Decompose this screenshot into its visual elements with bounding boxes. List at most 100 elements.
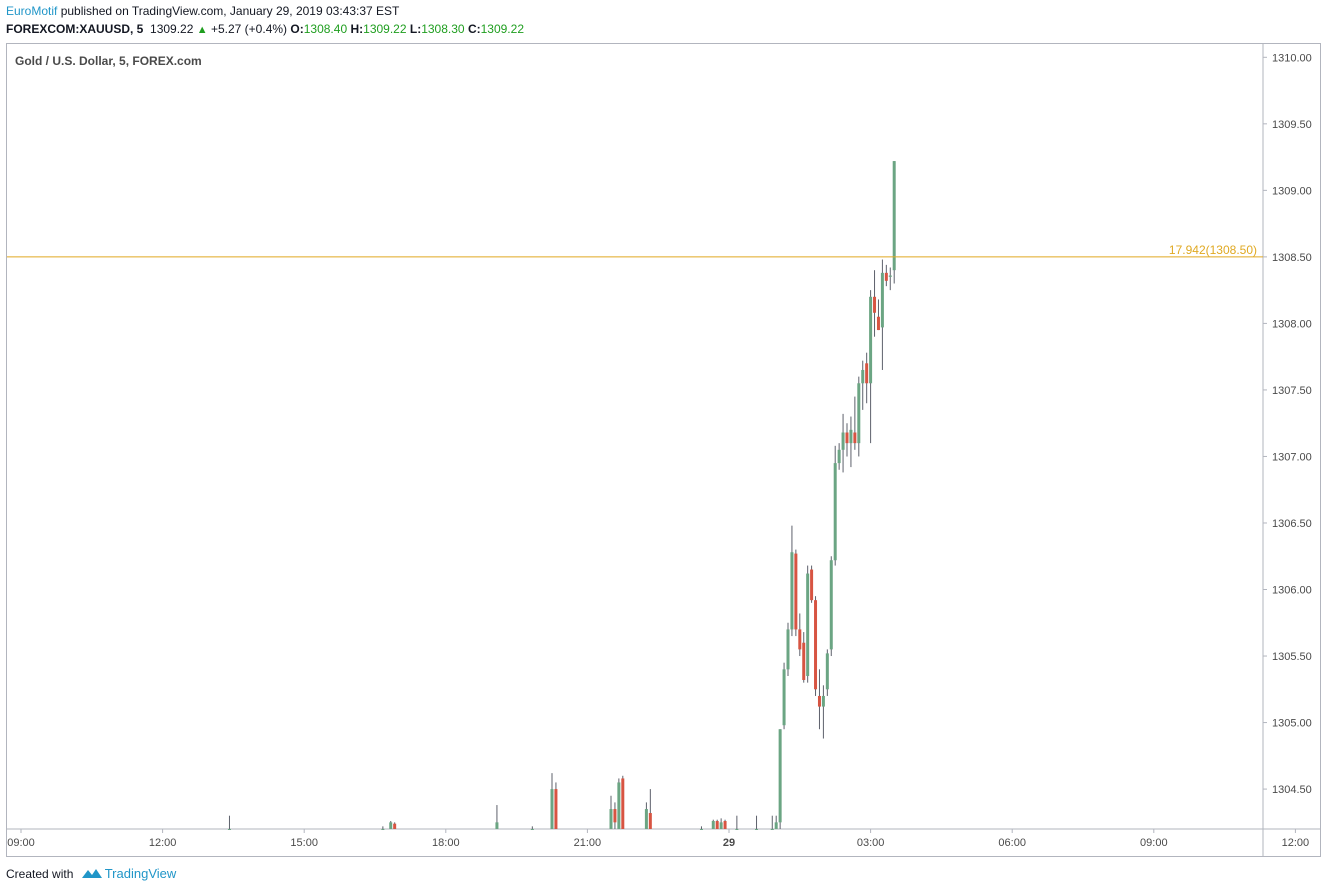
candle-body-up xyxy=(778,729,782,823)
candle[interactable] xyxy=(810,565,814,603)
candle-body-up xyxy=(837,449,841,464)
candle[interactable] xyxy=(853,396,857,450)
close-value: 1309.22 xyxy=(480,22,524,36)
candle[interactable] xyxy=(861,360,865,410)
candle-body-up xyxy=(550,789,554,829)
publish-info: EuroMotif published on TradingView.com, … xyxy=(6,4,399,18)
candle[interactable] xyxy=(884,264,888,287)
candle-body-down xyxy=(865,363,869,384)
candle-body-up xyxy=(609,809,613,829)
x-tick-label: 12:00 xyxy=(149,837,177,849)
candle[interactable] xyxy=(770,815,774,830)
candle[interactable] xyxy=(817,669,821,730)
author-link[interactable]: EuroMotif xyxy=(6,4,58,18)
y-tick-label: 1307.00 xyxy=(1272,451,1312,463)
candle[interactable] xyxy=(869,290,873,444)
y-tick-label: 1309.50 xyxy=(1272,119,1312,131)
candle-body-up xyxy=(495,822,499,829)
y-tick-label: 1304.50 xyxy=(1272,784,1312,796)
candle-body-up xyxy=(880,272,884,328)
candle-body-up xyxy=(782,669,786,726)
candle[interactable] xyxy=(821,685,825,739)
candle[interactable] xyxy=(617,778,621,829)
y-tick-label: 1308.00 xyxy=(1272,318,1312,330)
candle-body-down xyxy=(621,778,625,829)
candle-body-down xyxy=(798,629,802,650)
candle[interactable] xyxy=(798,613,802,657)
candle[interactable] xyxy=(888,267,892,291)
candle[interactable] xyxy=(381,826,385,830)
candle[interactable] xyxy=(873,270,877,337)
candle[interactable] xyxy=(802,632,806,683)
candle[interactable] xyxy=(613,802,617,829)
x-tick-label: 09:00 xyxy=(1140,837,1168,849)
candle[interactable] xyxy=(530,826,534,830)
candle[interactable] xyxy=(837,443,841,470)
candle-body-up xyxy=(821,695,825,707)
candle[interactable] xyxy=(814,596,818,696)
candle[interactable] xyxy=(609,795,613,829)
candle-body-up xyxy=(644,809,648,829)
candle-body-down xyxy=(814,600,818,690)
candle[interactable] xyxy=(790,525,794,637)
ohlc-legend: FOREXCOM:XAUUSD, 5 1309.22 ▲ +5.27 (+0.4… xyxy=(6,22,524,36)
candle[interactable] xyxy=(554,782,558,829)
candle[interactable] xyxy=(723,819,727,829)
candle[interactable] xyxy=(806,565,810,683)
candle-body-up xyxy=(770,829,774,830)
candle[interactable] xyxy=(778,729,782,829)
candle[interactable] xyxy=(227,815,231,830)
candle[interactable] xyxy=(876,299,880,331)
candle[interactable] xyxy=(841,413,845,473)
candle-body-down xyxy=(648,813,652,829)
candle[interactable] xyxy=(735,815,739,830)
candle[interactable] xyxy=(774,815,778,829)
candle[interactable] xyxy=(782,662,786,730)
candle-body-down xyxy=(613,809,617,823)
y-tick-label: 1306.50 xyxy=(1272,518,1312,530)
candle-body-up xyxy=(841,432,845,450)
tradingview-brand-link[interactable]: TradingView xyxy=(104,866,177,881)
candle[interactable] xyxy=(865,352,869,404)
footer: Created with TradingView xyxy=(6,866,176,883)
candle[interactable] xyxy=(495,805,499,829)
candle[interactable] xyxy=(644,802,648,829)
candle[interactable] xyxy=(857,376,861,457)
candle-body-down xyxy=(554,789,558,829)
y-tick-label: 1305.00 xyxy=(1272,718,1312,730)
candle[interactable] xyxy=(393,822,397,829)
candle[interactable] xyxy=(711,819,715,829)
candle[interactable] xyxy=(825,649,829,696)
candle-body-up xyxy=(869,296,873,384)
tradingview-logo-icon xyxy=(81,866,103,883)
x-tick-label: 06:00 xyxy=(998,837,1026,849)
price-chart[interactable]: Gold / U.S. Dollar, 5, FOREX.com 1310.00… xyxy=(7,44,1320,856)
candle[interactable] xyxy=(755,815,759,830)
candle[interactable] xyxy=(786,622,790,676)
symbol-label: FOREXCOM:XAUUSD, 5 xyxy=(6,22,144,36)
x-tick-label: 03:00 xyxy=(857,837,885,849)
candle-body-up xyxy=(389,822,393,829)
published-text: published on TradingView.com, January 29… xyxy=(60,4,400,18)
candle[interactable] xyxy=(849,416,853,468)
candle[interactable] xyxy=(550,773,554,829)
candle-body-down xyxy=(845,432,849,444)
high-label: H: xyxy=(350,22,364,36)
candle[interactable] xyxy=(719,818,723,829)
chart-container[interactable]: Gold / U.S. Dollar, 5, FOREX.com 1310.00… xyxy=(6,43,1321,857)
candle[interactable] xyxy=(389,821,393,829)
candle[interactable] xyxy=(845,423,849,457)
candle[interactable] xyxy=(880,259,884,370)
candle[interactable] xyxy=(833,445,837,566)
candle[interactable] xyxy=(794,549,798,637)
candle[interactable] xyxy=(699,826,703,830)
candle-body-down xyxy=(715,821,719,829)
candle[interactable] xyxy=(648,789,652,829)
candle-body-down xyxy=(853,432,857,444)
candle[interactable] xyxy=(829,556,833,657)
candle[interactable] xyxy=(621,775,625,829)
y-tick-label: 1306.00 xyxy=(1272,585,1312,597)
candle[interactable] xyxy=(715,819,719,829)
candle[interactable] xyxy=(892,161,896,284)
low-label: L: xyxy=(409,22,422,36)
